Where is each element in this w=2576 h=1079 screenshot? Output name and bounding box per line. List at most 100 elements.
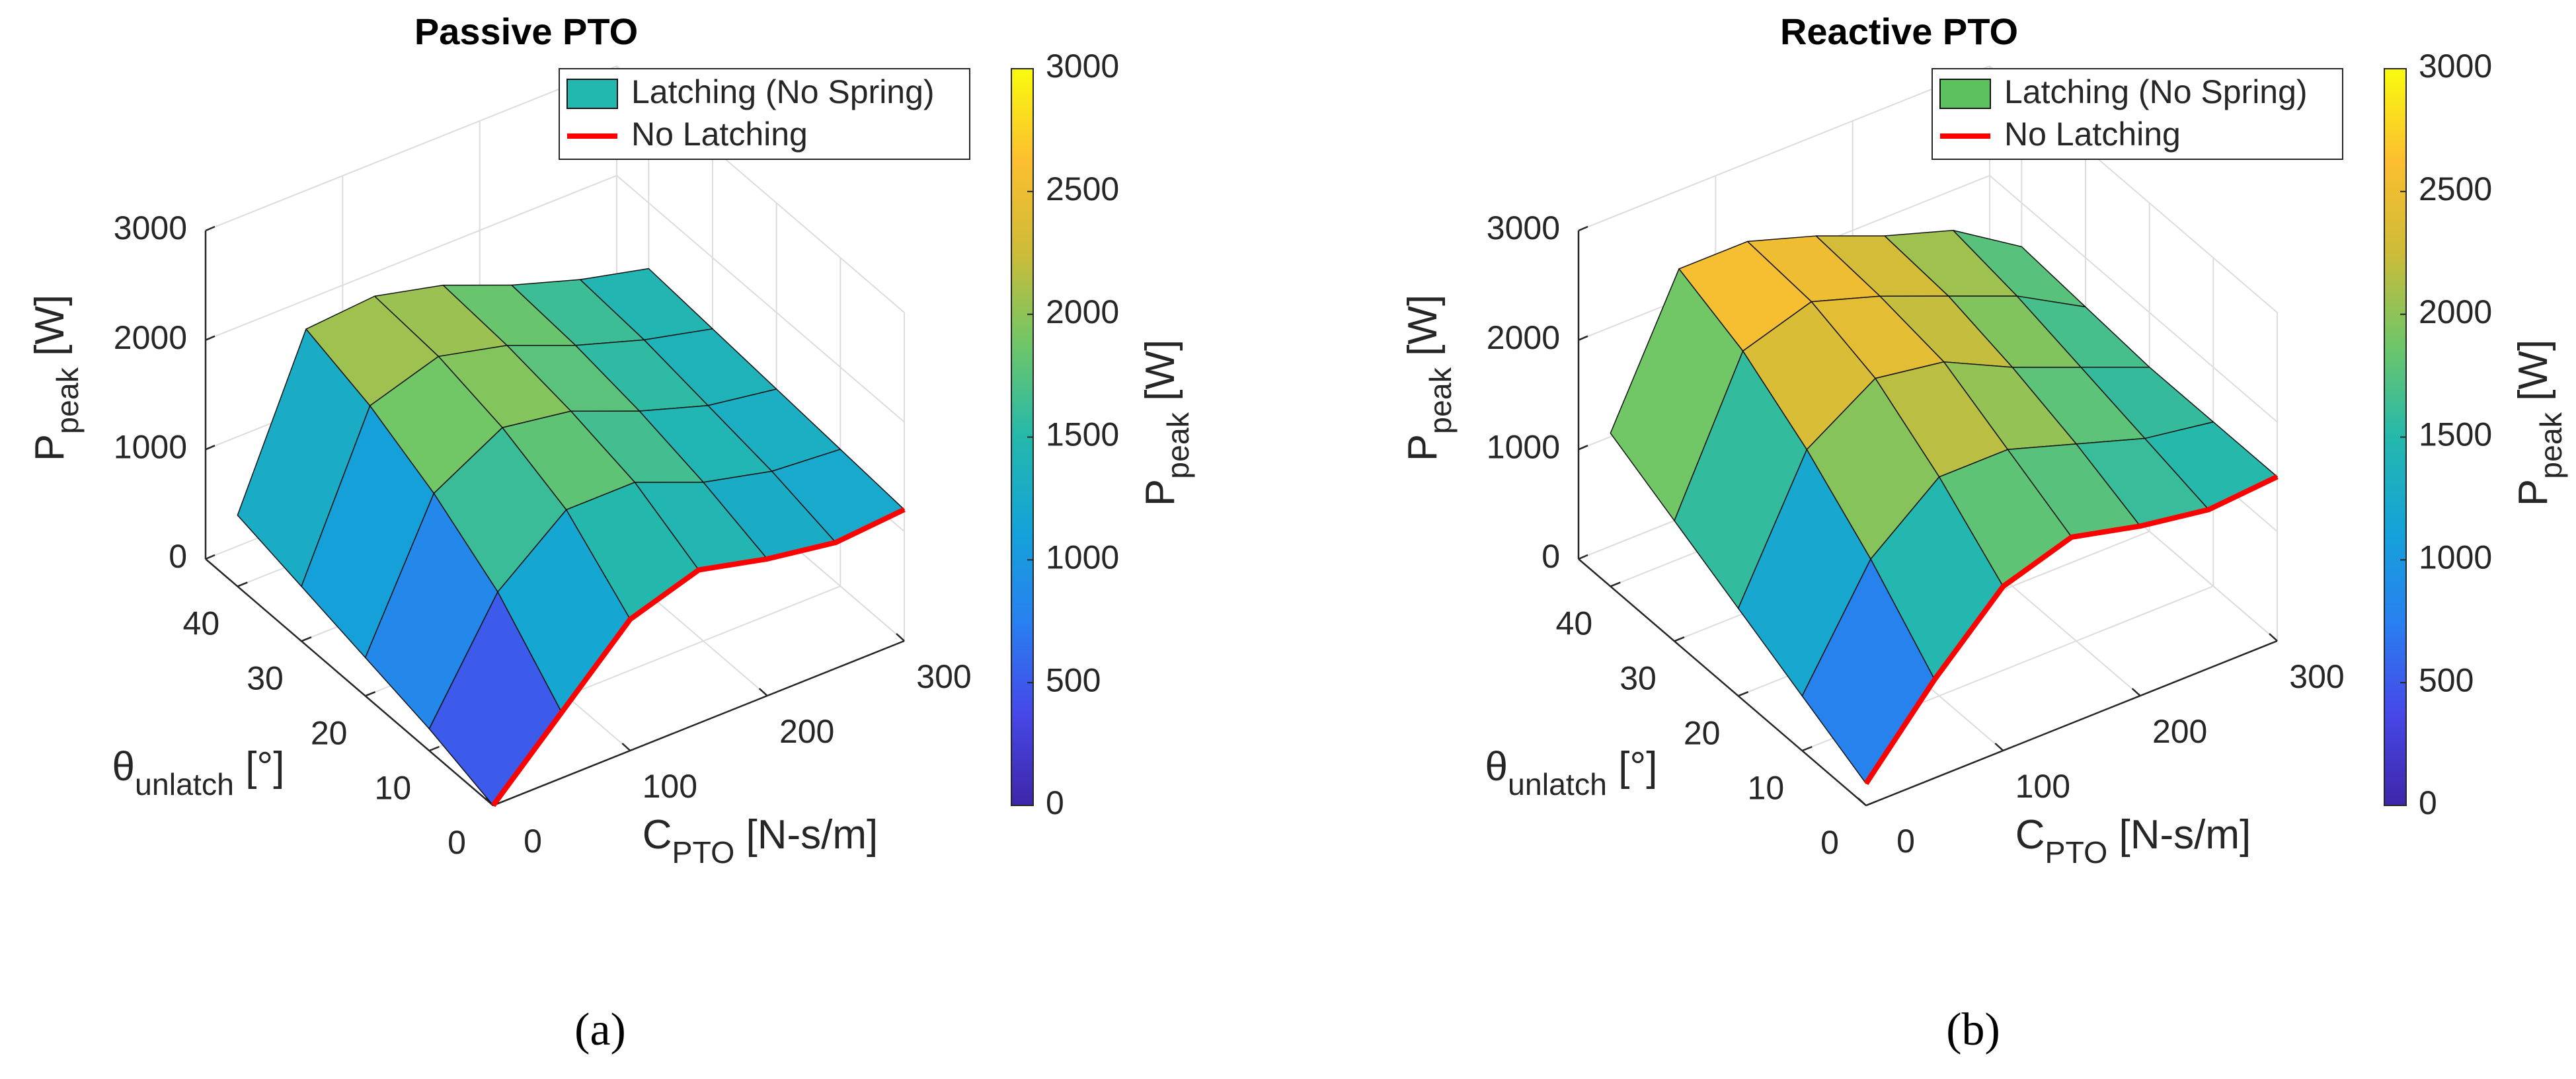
z-tick-label: 1000 [1487,429,1560,466]
x-tick-label: 0 [524,823,542,860]
legend-swatch [566,79,618,109]
colorbar-tick-label: 1000 [1046,539,1119,576]
y-tick [301,636,312,642]
x-axis-label-main: C [2015,812,2045,858]
colorbar-label-unit: [W] [1138,340,1183,412]
axis-line [492,640,905,807]
colorbar-tick-label: 2500 [2419,170,2492,207]
colorbar-label-unit: [W] [2511,340,2556,412]
colorbar-label-main: P [1138,479,1183,506]
chart-title: Reactive PTO [1780,11,2018,52]
x-axis-label: CPTO [N-s/m] [2015,812,2251,870]
z-tick-label: 2000 [1487,319,1560,356]
x-tick-label: 200 [779,713,834,750]
x-tick-label: 200 [2152,713,2207,750]
axis-line [1578,558,1867,806]
z-tick [1578,445,1588,451]
legend-box [1932,68,2343,160]
z-tick-label: 1000 [114,429,187,466]
x-tick [2131,688,2141,696]
z-axis-label-sub: peak [50,367,85,434]
y-axis-label-sub: unlatch [135,767,234,801]
z-tick [205,335,215,341]
colorbar-tick-label: 0 [1046,784,1064,821]
x-axis-label-unit: [N-s/m] [734,812,878,858]
colorbar-label: Ppeak [W] [2511,340,2568,506]
y-axis-label-unit: [°] [234,744,284,790]
x-tick-label: 300 [2289,658,2344,695]
grid-line [205,65,617,231]
colorbar-tick-label: 2000 [2419,293,2492,330]
y-tick [237,581,248,587]
y-tick-label: 20 [311,714,348,751]
colorbar-tick-label: 2500 [1046,170,1119,207]
y-tick [428,745,440,752]
y-tick-label: 10 [1748,769,1785,806]
x-tick [621,743,631,751]
x-tick-label: 100 [2015,768,2070,805]
z-tick-label: 2000 [114,319,187,356]
x-tick-label: 0 [1896,823,1915,860]
y-axis-label: θunlatch [°] [112,744,285,801]
x-tick [758,688,768,696]
z-tick-label: 3000 [114,209,187,246]
x-axis-label-sub: PTO [672,835,735,870]
z-axis-label-main: P [27,434,73,461]
z-axis-label: Ppeak [W] [1400,295,1458,461]
legend-label: No Latching [2004,116,2181,153]
y-tick-label: 40 [1556,605,1593,642]
z-tick [205,445,215,451]
legend-label: Latching (No Spring) [2004,73,2308,110]
x-tick [2269,633,2278,642]
legend-label: Latching (No Spring) [631,73,935,110]
x-axis-label-unit: [N-s/m] [2107,812,2251,858]
colorbar-label-sub: peak [1161,412,1195,479]
y-tick-label: 30 [1620,660,1657,697]
grid-line [1578,65,1990,231]
line-series [490,507,906,807]
z-axis-label-main: P [1400,434,1446,461]
colorbar-tick-label: 500 [1046,661,1101,698]
z-tick [205,225,215,232]
z-tick-label: 0 [1542,538,1560,575]
y-axis-label-unit: [°] [1607,744,1657,790]
y-tick [1674,636,1685,642]
x-tick-label: 100 [643,768,697,805]
grid-line [616,174,905,423]
grid-line [1989,174,2278,423]
colorbar-tick-label: 1500 [1046,416,1119,453]
y-tick [1865,800,1877,807]
colorbar-tick-label: 500 [2419,661,2474,698]
colorbar-tick-label: 0 [2419,784,2437,821]
x-axis-label-sub: PTO [2045,835,2108,870]
y-tick-label: 40 [183,605,220,642]
z-tick [205,554,215,560]
colorbar-label-sub: peak [2534,412,2568,479]
y-axis-label-sub: unlatch [1508,767,1607,801]
z-axis-label-unit: [W] [1400,295,1446,367]
y-tick-label: 30 [247,660,284,697]
chart-title: Passive PTO [414,11,638,52]
z-tick-label: 3000 [1487,209,1560,246]
y-tick-label: 0 [448,824,466,861]
legend-swatch [1939,79,1991,109]
y-tick [365,691,376,697]
z-tick [1578,225,1588,232]
y-axis-label-main: θ [1485,744,1508,790]
axis-line [205,558,494,806]
caption: (a) [574,1004,626,1055]
line-series [1863,474,2279,786]
y-tick-label: 0 [1820,824,1839,861]
x-axis-label-main: C [643,812,672,858]
z-axis-label-unit: [W] [27,295,73,367]
caption: (b) [1946,1004,2000,1055]
x-tick-label: 300 [916,658,971,695]
y-tick-label: 10 [375,769,412,806]
colorbar-tick-label: 2000 [1046,293,1119,330]
grid-line [205,174,617,341]
z-axis-label: Ppeak [W] [27,295,85,461]
z-tick [1578,335,1588,341]
axis-line [1865,640,2278,807]
legend-label: No Latching [631,116,808,153]
